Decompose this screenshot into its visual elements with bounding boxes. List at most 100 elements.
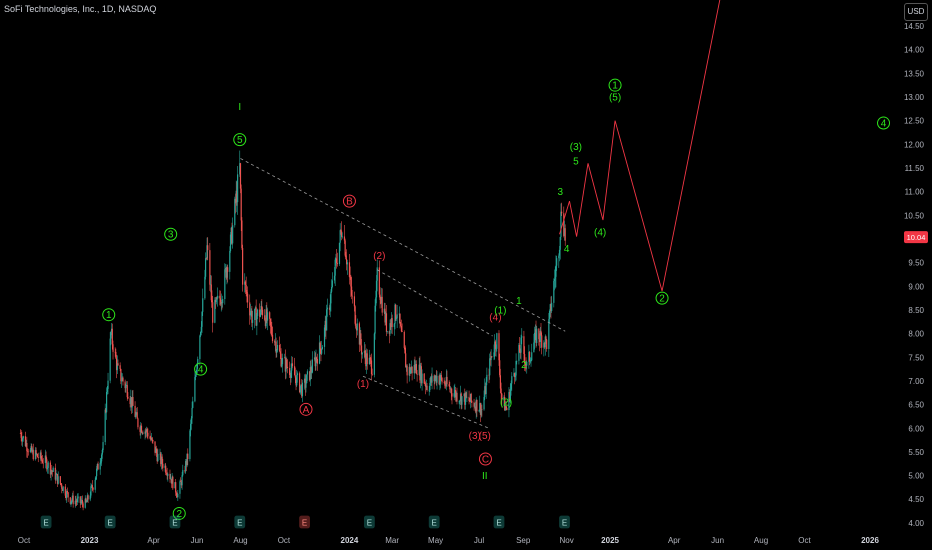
wave-label[interactable]: I: [238, 102, 241, 113]
candle-body: [553, 278, 556, 281]
candle-body: [214, 299, 216, 323]
earnings-marker[interactable]: E: [104, 515, 116, 529]
candle-body: [344, 240, 346, 256]
candle-body: [489, 358, 491, 376]
wave-label[interactable]: (5): [609, 93, 621, 104]
earnings-marker[interactable]: E: [234, 515, 246, 529]
candle-body: [375, 297, 377, 306]
candle-body: [400, 323, 402, 326]
candle-body: [132, 396, 134, 406]
candle-body: [451, 393, 453, 397]
candle-body: [385, 313, 388, 332]
wave-label[interactable]: (3): [570, 142, 582, 153]
wave-label[interactable]: (4): [489, 313, 501, 324]
wave-label[interactable]: (1): [494, 305, 506, 316]
wave-label[interactable]: (1): [357, 379, 369, 390]
candle-body: [514, 373, 516, 378]
wave-label[interactable]: B: [342, 194, 356, 208]
wave-label-text: (3): [469, 431, 481, 442]
candle-body: [187, 453, 189, 460]
earnings-marker[interactable]: E: [559, 515, 570, 529]
candle-body: [261, 309, 264, 316]
candle-body: [360, 345, 363, 355]
candle-body: [125, 385, 128, 386]
wave-label[interactable]: (5): [479, 431, 491, 442]
trendline[interactable]: [377, 269, 493, 337]
candle-body: [159, 453, 161, 455]
candle-body: [371, 374, 373, 375]
wave-label[interactable]: 3: [557, 187, 563, 198]
candle-body: [296, 375, 298, 386]
candle-body: [420, 366, 422, 384]
candle-body: [504, 397, 506, 411]
x-tick-label: Jun: [711, 536, 724, 545]
candle-body: [456, 392, 458, 402]
candle-body: [251, 310, 253, 323]
wave-label[interactable]: 2: [655, 291, 669, 305]
wave-label[interactable]: (2): [500, 398, 512, 409]
earnings-marker[interactable]: E: [428, 515, 440, 529]
candle-body: [326, 309, 328, 331]
candle-body: [195, 374, 197, 377]
projection-path[interactable]: [559, 0, 725, 292]
candle-body: [373, 333, 375, 375]
wave-label[interactable]: (4): [594, 227, 606, 238]
candle-body: [525, 363, 527, 366]
candle-body: [370, 358, 372, 361]
wave-label[interactable]: (2): [373, 251, 385, 262]
earnings-marker[interactable]: E: [169, 515, 181, 529]
candle-body: [320, 348, 322, 354]
candle-body: [549, 304, 551, 311]
candle-body: [191, 407, 193, 419]
candle-body: [117, 363, 119, 366]
earnings-marker[interactable]: E: [363, 515, 375, 529]
candle-body: [51, 470, 53, 472]
candle-body: [36, 454, 39, 458]
wave-label[interactable]: 4: [564, 244, 570, 255]
candle-body: [42, 462, 44, 464]
wave-label[interactable]: 5: [573, 156, 579, 167]
trendline[interactable]: [240, 158, 566, 332]
candle-body: [359, 333, 361, 345]
candle-body: [394, 304, 396, 324]
wave-label[interactable]: (3): [469, 431, 481, 442]
candle-body: [234, 198, 236, 226]
x-tick-label: Jun: [191, 536, 204, 545]
wave-label[interactable]: C: [478, 452, 492, 466]
wave-label[interactable]: 4: [877, 116, 891, 130]
candle-body: [439, 380, 441, 385]
earnings-marker-label: E: [172, 519, 177, 528]
candle-body: [298, 373, 301, 393]
candle-body: [513, 373, 515, 377]
wave-label[interactable]: 4: [194, 362, 208, 376]
candle-body: [51, 471, 54, 472]
earnings-marker[interactable]: E: [40, 515, 52, 529]
candle-body: [77, 496, 79, 499]
wave-label[interactable]: 2: [521, 360, 527, 371]
candle-body: [338, 242, 341, 264]
wave-label[interactable]: 5: [233, 133, 247, 147]
candle-body: [105, 409, 107, 413]
candle-body: [476, 399, 478, 412]
wave-label[interactable]: 3: [164, 227, 178, 241]
earnings-marker[interactable]: E: [493, 515, 505, 529]
candle-body: [261, 305, 263, 310]
wave-label[interactable]: 2: [172, 506, 186, 520]
candle-body: [328, 307, 331, 310]
trendline[interactable]: [362, 375, 490, 429]
candle-body: [129, 398, 131, 404]
candle-body: [414, 364, 416, 371]
earnings-marker[interactable]: E: [299, 515, 310, 529]
wave-label[interactable]: 1: [516, 296, 522, 307]
currency-button[interactable]: USD: [904, 3, 928, 21]
wave-label[interactable]: II: [482, 471, 488, 482]
wave-label[interactable]: 1: [608, 78, 622, 92]
candle-body: [294, 375, 296, 378]
wave-label[interactable]: 1: [102, 308, 116, 322]
wave-label[interactable]: A: [299, 402, 313, 416]
wave-label-text: (5): [609, 93, 621, 104]
candle-body: [249, 312, 252, 316]
candle-body: [520, 337, 522, 353]
x-tick-label: Jul: [474, 536, 484, 545]
